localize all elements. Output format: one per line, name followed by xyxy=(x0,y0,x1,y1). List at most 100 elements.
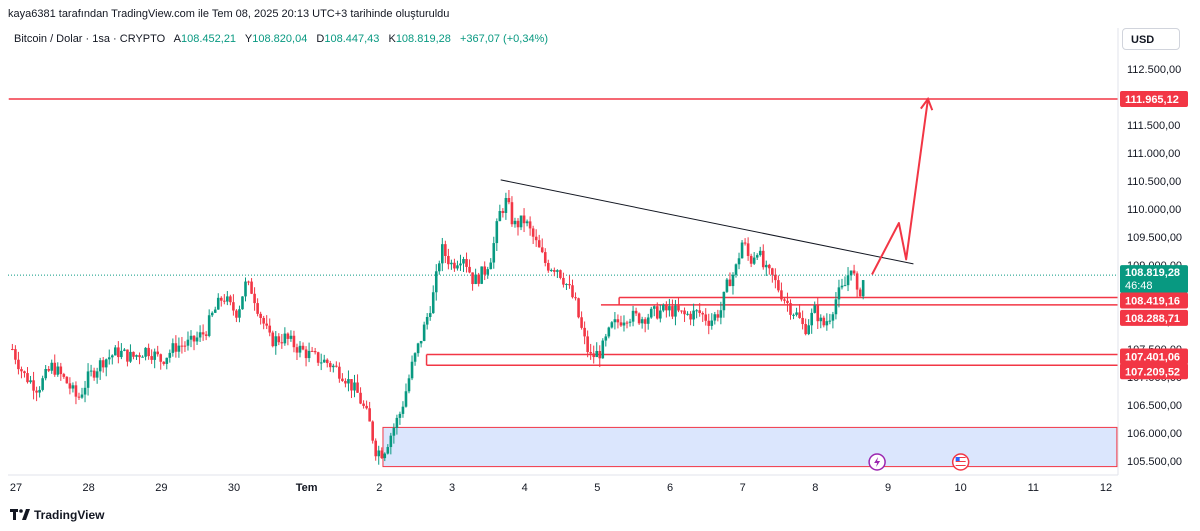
candle-body xyxy=(704,314,708,321)
candle-body xyxy=(453,262,456,269)
candle-body xyxy=(241,296,244,310)
candle-body xyxy=(513,220,517,225)
candle-body xyxy=(380,450,384,459)
candle-body xyxy=(386,447,390,454)
current-price-label: 108.819,28 xyxy=(1125,267,1180,279)
y-tick-label: 111.500,00 xyxy=(1127,120,1180,132)
candle-body xyxy=(771,268,774,275)
candle-body xyxy=(849,270,853,276)
candle-body xyxy=(722,291,726,311)
candle-body xyxy=(210,312,214,316)
candle-body xyxy=(701,312,704,315)
candle-body xyxy=(286,333,290,339)
candle-body xyxy=(749,255,753,264)
candle-body xyxy=(344,380,347,384)
candle-body xyxy=(834,299,838,315)
candle-body xyxy=(728,279,732,287)
candle-body xyxy=(583,327,586,337)
candle-body xyxy=(616,319,620,323)
flag-stripe xyxy=(955,457,966,458)
x-tick-label: 27 xyxy=(10,482,22,494)
candle-body xyxy=(238,309,241,318)
candle-body xyxy=(768,264,771,269)
symbol-name[interactable]: Bitcoin / Dolar · 1sa · CRYPTO xyxy=(14,33,166,45)
candle-body xyxy=(232,302,235,311)
candle-body xyxy=(328,363,332,368)
candle-body xyxy=(783,299,786,301)
candle-body xyxy=(114,347,117,356)
candle-body xyxy=(359,392,362,404)
candle-body xyxy=(310,350,314,352)
candle-body xyxy=(752,257,756,264)
x-tick-label: 8 xyxy=(812,482,818,494)
candle-body xyxy=(574,297,577,299)
candle-body xyxy=(32,380,35,391)
y-tick-label: 109.500,00 xyxy=(1127,232,1182,244)
candle-body xyxy=(383,453,387,459)
candle-body xyxy=(516,220,520,228)
candle-body xyxy=(71,385,75,389)
candle-body xyxy=(362,403,365,406)
demand-zone xyxy=(382,426,1118,468)
x-tick-label: 29 xyxy=(155,482,167,494)
candle-body xyxy=(332,365,335,368)
candle-body xyxy=(649,308,653,318)
candle-body xyxy=(589,352,592,354)
x-tick-label: 30 xyxy=(228,482,240,494)
candle-body xyxy=(120,350,123,358)
forecast-arrow-head xyxy=(920,96,934,111)
y-tick-label: 112.500,00 xyxy=(1127,64,1181,76)
candle-body xyxy=(510,202,514,225)
candle-body xyxy=(56,366,60,375)
candle-body xyxy=(416,343,420,354)
x-tick-label: 3 xyxy=(449,482,455,494)
candle-body xyxy=(798,312,801,318)
candle-body xyxy=(371,421,374,441)
candle-body xyxy=(559,270,562,278)
candle-body xyxy=(562,277,565,285)
candle-body xyxy=(253,293,256,304)
candle-body xyxy=(353,382,356,391)
candle-body xyxy=(247,281,250,283)
candle-body xyxy=(368,408,371,422)
chart-author-caption: kaya6381 tarafından TradingView.com ile … xyxy=(8,8,450,20)
currency-button[interactable]: USD xyxy=(1122,28,1180,50)
candle-body xyxy=(428,313,432,317)
candle-body xyxy=(413,353,417,362)
candle-body xyxy=(450,262,453,265)
candle-body xyxy=(389,435,393,448)
price-label-111965-bg xyxy=(1120,90,1188,107)
flag-stripe xyxy=(955,463,966,464)
candle-body xyxy=(223,300,226,302)
candle-body xyxy=(755,255,759,258)
candle-body xyxy=(180,345,184,347)
candle-body xyxy=(468,266,471,273)
candle-body xyxy=(59,366,63,375)
candle-body xyxy=(804,324,807,335)
candle-body xyxy=(289,335,293,339)
candle-body xyxy=(459,263,462,266)
candle-body xyxy=(159,354,163,362)
candle-body xyxy=(831,314,835,321)
flag-stripe xyxy=(955,459,966,460)
candle-body xyxy=(177,345,181,352)
high-value: 108.820,04 xyxy=(252,33,308,45)
candle-body xyxy=(129,351,132,362)
candle-body xyxy=(507,198,511,203)
candle-body xyxy=(350,379,353,391)
candle-body xyxy=(201,332,205,335)
candle-body xyxy=(229,296,232,303)
candle-body xyxy=(47,368,50,371)
countdown-label: 46:48 xyxy=(1125,280,1153,292)
candle-body xyxy=(550,269,553,271)
candle-body xyxy=(843,285,847,287)
tradingview-logo[interactable]: TradingView xyxy=(10,508,104,522)
candle-body xyxy=(356,382,359,393)
candle-body xyxy=(401,406,405,414)
candle-body xyxy=(153,351,156,360)
descending-trendline xyxy=(500,179,914,265)
candle-body xyxy=(637,313,641,324)
candle-body xyxy=(404,391,408,407)
candle-body xyxy=(774,274,777,281)
